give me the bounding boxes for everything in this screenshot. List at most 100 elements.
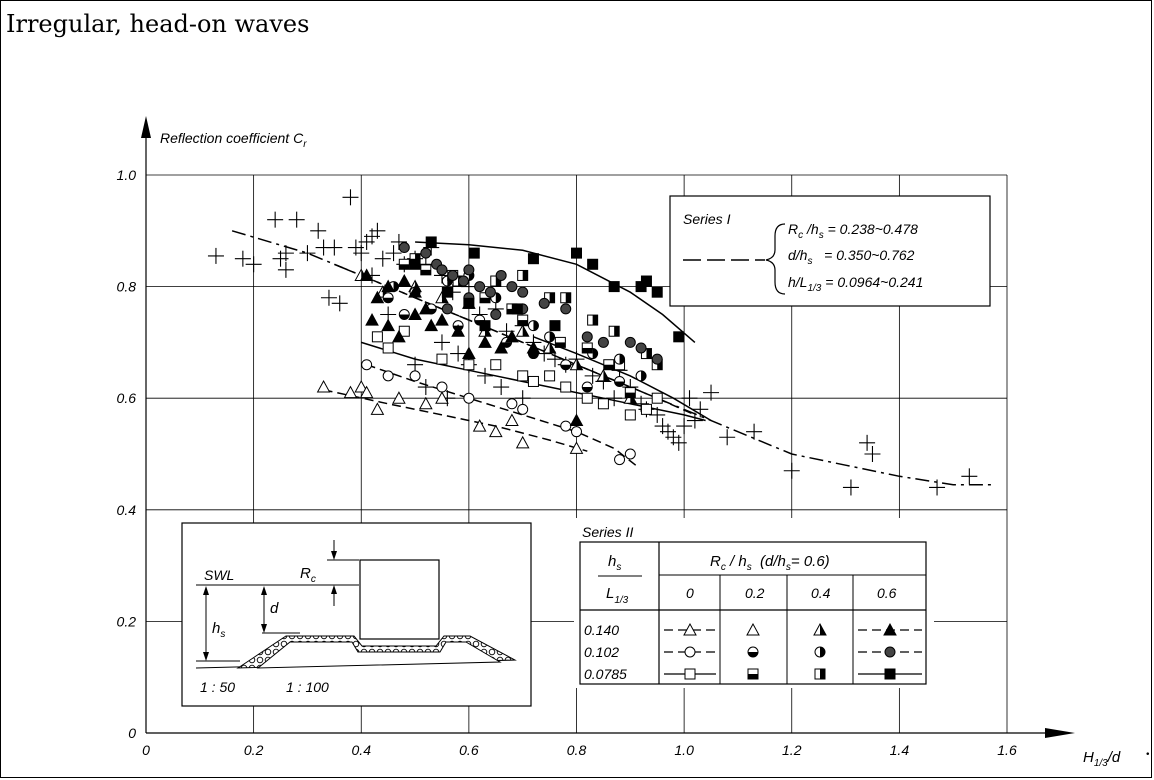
point-square-filled	[463, 297, 475, 309]
point-triangle-open	[359, 385, 374, 399]
series-ii-col-2: 0.4	[811, 585, 831, 601]
point-triangle-filled	[478, 335, 492, 348]
point-plus	[864, 446, 881, 462]
point-plus	[703, 384, 720, 401]
point-circle-open	[624, 448, 636, 460]
y-tick-label: 0.2	[117, 613, 137, 629]
inset-caisson	[359, 559, 440, 640]
point-circle-half-v	[527, 320, 539, 332]
point-plus	[234, 250, 251, 267]
point-triangle-open	[505, 413, 519, 427]
point-plus	[670, 434, 687, 451]
point-circle-half-h	[398, 309, 410, 320]
point-square-half-v	[517, 269, 529, 281]
point-square-filled	[640, 275, 652, 287]
point-triangle-open	[354, 379, 369, 393]
point-plus	[961, 468, 978, 485]
point-circle-open	[684, 646, 696, 658]
point-triangle-open	[488, 424, 503, 438]
point-plus	[929, 479, 946, 496]
point-plus	[692, 401, 709, 418]
point-square-half-h	[517, 314, 529, 326]
series-ii-symbols	[664, 622, 922, 680]
point-square-filled	[479, 320, 491, 332]
point-plus	[433, 334, 450, 351]
point-square-half-h	[603, 359, 615, 371]
x-tick-label: 1.4	[890, 742, 910, 758]
point-square-filled	[549, 320, 561, 332]
point-circle-filled	[463, 264, 475, 276]
point-square-open	[624, 409, 636, 421]
point-triangle-filled	[505, 329, 519, 343]
series-ii-col-1: 0.2	[745, 585, 765, 601]
point-triangle-open	[472, 419, 487, 432]
point-square-half-v	[560, 292, 572, 304]
point-plus	[606, 390, 623, 407]
point-triangle-filled	[526, 340, 541, 354]
point-square-half-h	[747, 668, 759, 680]
point-triangle-filled	[462, 346, 476, 360]
point-triangle-half	[569, 357, 584, 371]
point-circle-filled	[651, 353, 663, 365]
point-triangle-filled	[408, 307, 422, 320]
point-circle-half-h	[614, 375, 626, 387]
point-plus	[207, 247, 224, 264]
x-axis-label: H1/3/d	[1083, 749, 1121, 769]
point-circle-open	[463, 392, 475, 404]
point-circle-filled	[884, 646, 896, 658]
point-triangle-filled	[569, 413, 584, 427]
series-ii-title: Series II	[582, 524, 633, 540]
point-plus	[686, 412, 703, 429]
x-tick-label: 1.2	[782, 742, 802, 758]
point-plus	[477, 367, 494, 384]
fit-curve	[361, 341, 706, 422]
point-circle-filled	[436, 264, 448, 276]
point-triangle-open	[569, 441, 584, 454]
y-tick-label: 0.4	[117, 502, 137, 518]
point-plus	[320, 289, 337, 306]
point-square-open	[640, 403, 652, 415]
point-plus	[493, 379, 510, 396]
point-circle-half-v	[635, 370, 647, 382]
series-i-legend: Series I Rc /hs = 0.238~0.478 d/hs = 0.3…	[669, 195, 991, 307]
point-square-open	[560, 381, 572, 393]
fit-curve	[415, 241, 696, 343]
point-triangle-open	[746, 622, 760, 636]
x-tick-label: 0.2	[244, 742, 264, 758]
point-square-filled	[608, 281, 620, 293]
point-triangle-open	[370, 402, 385, 415]
point-triangle-filled	[359, 268, 374, 281]
point-square-open	[382, 342, 394, 354]
point-square-half-v	[587, 314, 599, 326]
point-square-half-h	[581, 342, 593, 354]
point-plus	[326, 239, 343, 256]
point-plus	[514, 390, 531, 407]
point-triangle-filled	[370, 290, 385, 304]
point-triangle-open	[435, 391, 449, 404]
point-circle-half-h	[581, 381, 593, 393]
inset-slope-1: 1 : 50	[200, 679, 235, 695]
series-ii-legend: Series II hs L1/3 Rc / hs (d/hs= 0.6) 0 …	[574, 518, 934, 688]
point-triangle-open	[392, 391, 406, 404]
series-ii-col-3: 0.6	[877, 585, 897, 601]
point-plus	[245, 256, 262, 273]
point-square-open	[371, 331, 383, 343]
point-square-filled	[511, 303, 523, 315]
point-circle-open	[560, 420, 572, 432]
point-circle-open	[571, 426, 582, 438]
point-triangle-filled	[365, 313, 379, 326]
series-ii-row-2: 0.0785	[584, 666, 627, 682]
point-plus	[342, 189, 359, 206]
point-triangle-filled	[435, 313, 449, 326]
point-plus	[310, 222, 327, 239]
point-circle-open	[409, 370, 421, 382]
series-i-title: Series I	[683, 211, 731, 227]
y-tick-label: 0.8	[117, 279, 137, 295]
point-circle-filled	[624, 336, 636, 348]
point-triangle-filled	[418, 301, 433, 315]
x-axis-arrow	[1045, 728, 1075, 738]
y-tick-label: 0.6	[117, 390, 137, 406]
y-tick-label: 0	[128, 725, 136, 741]
point-circle-open	[517, 403, 529, 415]
fit-curve	[334, 263, 696, 416]
